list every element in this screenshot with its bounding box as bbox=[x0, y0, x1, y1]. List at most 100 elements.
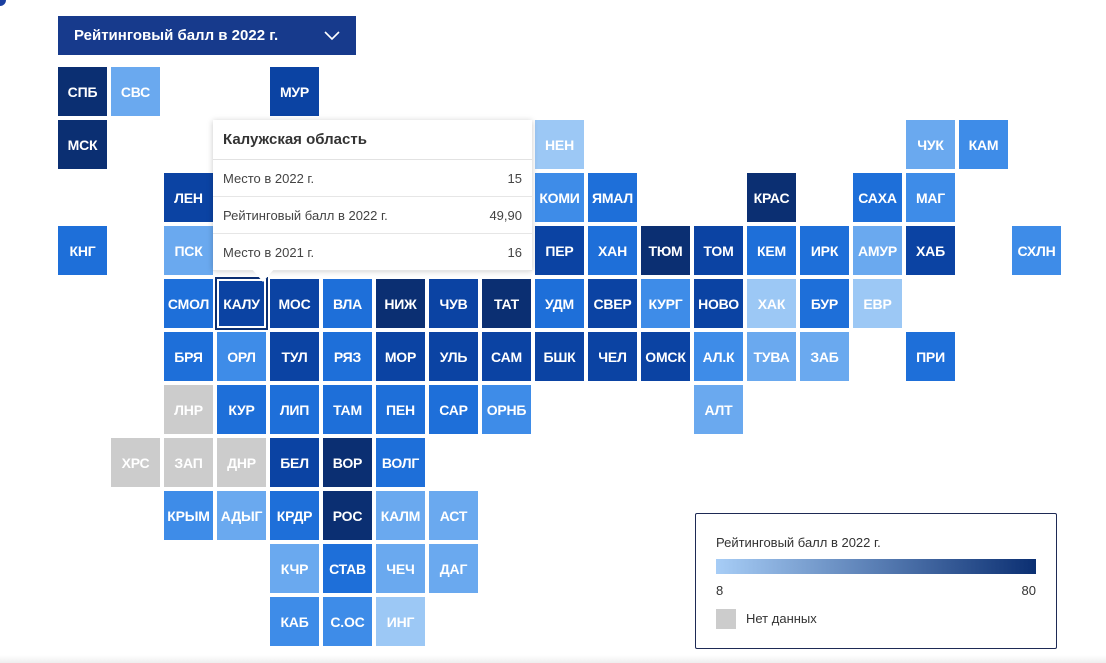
region-tile[interactable]: СХЛН bbox=[1012, 226, 1061, 275]
region-tile[interactable]: САР bbox=[429, 385, 478, 434]
region-tile[interactable]: НИЖ bbox=[376, 279, 425, 328]
legend-no-data-swatch bbox=[716, 609, 736, 629]
region-tile[interactable]: КРДР bbox=[270, 491, 319, 540]
region-tile[interactable]: ХРС bbox=[111, 438, 160, 487]
region-tile[interactable]: МУР bbox=[270, 67, 319, 116]
region-tile[interactable]: РЯЗ bbox=[323, 332, 372, 381]
tooltip-row-score-2022: Рейтинговый балл в 2022 г. 49,90 bbox=[213, 197, 532, 234]
region-tile[interactable]: СВЕР bbox=[588, 279, 637, 328]
region-tile[interactable]: ЛИП bbox=[270, 385, 319, 434]
region-tile[interactable]: ОМСК bbox=[641, 332, 690, 381]
region-tile[interactable]: ПЕР bbox=[535, 226, 584, 275]
tooltip-row-value: 16 bbox=[507, 244, 522, 260]
region-tile[interactable]: ХАК bbox=[747, 279, 796, 328]
region-tile[interactable]: ЧУК bbox=[906, 120, 955, 169]
region-tile[interactable]: ПЕН bbox=[376, 385, 425, 434]
bottom-edge bbox=[0, 655, 1106, 663]
region-tile[interactable]: БУР bbox=[800, 279, 849, 328]
region-tile[interactable]: ОРЛ bbox=[217, 332, 266, 381]
region-tile[interactable]: КАЛМ bbox=[376, 491, 425, 540]
region-tile[interactable]: ПРИ bbox=[906, 332, 955, 381]
tooltip-row-place-2022: Место в 2022 г. 15 bbox=[213, 160, 532, 197]
region-tile[interactable]: ЛЕН bbox=[164, 173, 213, 222]
legend-no-data-label: Нет данных bbox=[746, 611, 817, 626]
region-tile[interactable]: НОВО bbox=[694, 279, 743, 328]
region-tile[interactable]: УДМ bbox=[535, 279, 584, 328]
metric-dropdown-label: Рейтинговый балл в 2022 г. bbox=[74, 27, 279, 44]
region-tile[interactable]: СМОЛ bbox=[164, 279, 213, 328]
region-tile[interactable]: ТУЛ bbox=[270, 332, 319, 381]
region-tile[interactable]: ТАМ bbox=[323, 385, 372, 434]
region-tile[interactable]: АЛ.К bbox=[694, 332, 743, 381]
region-tile[interactable]: КОМИ bbox=[535, 173, 584, 222]
region-tile[interactable]: САМ bbox=[482, 332, 531, 381]
region-tile[interactable]: ЧЕЧ bbox=[376, 544, 425, 593]
region-tile[interactable]: БЕЛ bbox=[270, 438, 319, 487]
region-tile[interactable]: ЯМАЛ bbox=[588, 173, 637, 222]
region-tile[interactable]: КЧР bbox=[270, 544, 319, 593]
region-tile[interactable]: КУР bbox=[217, 385, 266, 434]
region-tile[interactable]: АДЫГ bbox=[217, 491, 266, 540]
tooltip-row-place-2021: Место в 2021 г. 16 bbox=[213, 234, 532, 271]
region-tile[interactable]: УЛЬ bbox=[429, 332, 478, 381]
region-tile[interactable]: РОС bbox=[323, 491, 372, 540]
region-tile[interactable]: КАМ bbox=[959, 120, 1008, 169]
region-tile[interactable]: САХА bbox=[853, 173, 902, 222]
region-tile[interactable]: С.ОС bbox=[323, 597, 372, 646]
region-tile[interactable]: СПБ bbox=[58, 67, 107, 116]
region-tile[interactable]: НЕН bbox=[535, 120, 584, 169]
region-tile[interactable]: ЗАП bbox=[164, 438, 213, 487]
region-tile[interactable]: ХАБ bbox=[906, 226, 955, 275]
legend-min-value: 8 bbox=[716, 583, 724, 598]
region-tile[interactable]: КРЫМ bbox=[164, 491, 213, 540]
tooltip-row-label: Место в 2022 г. bbox=[223, 170, 315, 186]
legend-gradient-bar bbox=[716, 559, 1036, 574]
region-tile[interactable]: МСК bbox=[58, 120, 107, 169]
region-tile[interactable]: АМУР bbox=[853, 226, 902, 275]
region-tile[interactable]: МОС bbox=[270, 279, 319, 328]
region-tile[interactable]: ЕВР bbox=[853, 279, 902, 328]
region-tile[interactable]: ДАГ bbox=[429, 544, 478, 593]
region-tile[interactable]: АЛТ bbox=[694, 385, 743, 434]
region-tile[interactable]: ЗАБ bbox=[800, 332, 849, 381]
region-tile[interactable]: ДНР bbox=[217, 438, 266, 487]
region-tile[interactable]: КУРГ bbox=[641, 279, 690, 328]
region-tile[interactable]: ТУВА bbox=[747, 332, 796, 381]
region-tile[interactable]: ЧУВ bbox=[429, 279, 478, 328]
region-tile[interactable]: МОР bbox=[376, 332, 425, 381]
region-tile[interactable]: ИРК bbox=[800, 226, 849, 275]
region-tile[interactable]: СТАВ bbox=[323, 544, 372, 593]
region-tile[interactable]: ЧЕЛ bbox=[588, 332, 637, 381]
tooltip-title: Калужская область bbox=[213, 120, 532, 160]
corner-indicator bbox=[0, 0, 6, 6]
region-tile[interactable]: АСТ bbox=[429, 491, 478, 540]
tooltip-row-value: 49,90 bbox=[489, 207, 522, 223]
region-tile[interactable]: ТОМ bbox=[694, 226, 743, 275]
region-tile[interactable]: ВОЛГ bbox=[376, 438, 425, 487]
region-tile[interactable]: БРЯ bbox=[164, 332, 213, 381]
region-tile[interactable]: МАГ bbox=[906, 173, 955, 222]
region-tile[interactable]: КАБ bbox=[270, 597, 319, 646]
region-tile[interactable]: КНГ bbox=[58, 226, 107, 275]
region-tile[interactable]: ПСК bbox=[164, 226, 213, 275]
region-tile[interactable]: ЛНР bbox=[164, 385, 213, 434]
region-tile[interactable]: ОРНБ bbox=[482, 385, 531, 434]
tooltip-row-label: Место в 2021 г. bbox=[223, 244, 315, 260]
region-tile[interactable]: СВС bbox=[111, 67, 160, 116]
tooltip-pointer bbox=[251, 268, 275, 282]
region-tile[interactable]: ХАН bbox=[588, 226, 637, 275]
region-tile[interactable]: БШК bbox=[535, 332, 584, 381]
tooltip-row-label: Рейтинговый балл в 2022 г. bbox=[223, 207, 388, 223]
region-tile[interactable]: ТЮМ bbox=[641, 226, 690, 275]
tooltip-row-value: 15 bbox=[507, 170, 522, 186]
region-tile[interactable]: КРАС bbox=[747, 173, 796, 222]
region-tile[interactable]: КЕМ bbox=[747, 226, 796, 275]
metric-dropdown[interactable]: Рейтинговый балл в 2022 г. bbox=[58, 16, 356, 55]
region-tile[interactable]: ВЛА bbox=[323, 279, 372, 328]
region-tile[interactable]: ИНГ bbox=[376, 597, 425, 646]
region-tile[interactable]: ТАТ bbox=[482, 279, 531, 328]
region-tile[interactable]: ВОР bbox=[323, 438, 372, 487]
chevron-down-icon bbox=[324, 30, 340, 40]
region-tile[interactable]: КАЛУ bbox=[215, 277, 268, 330]
